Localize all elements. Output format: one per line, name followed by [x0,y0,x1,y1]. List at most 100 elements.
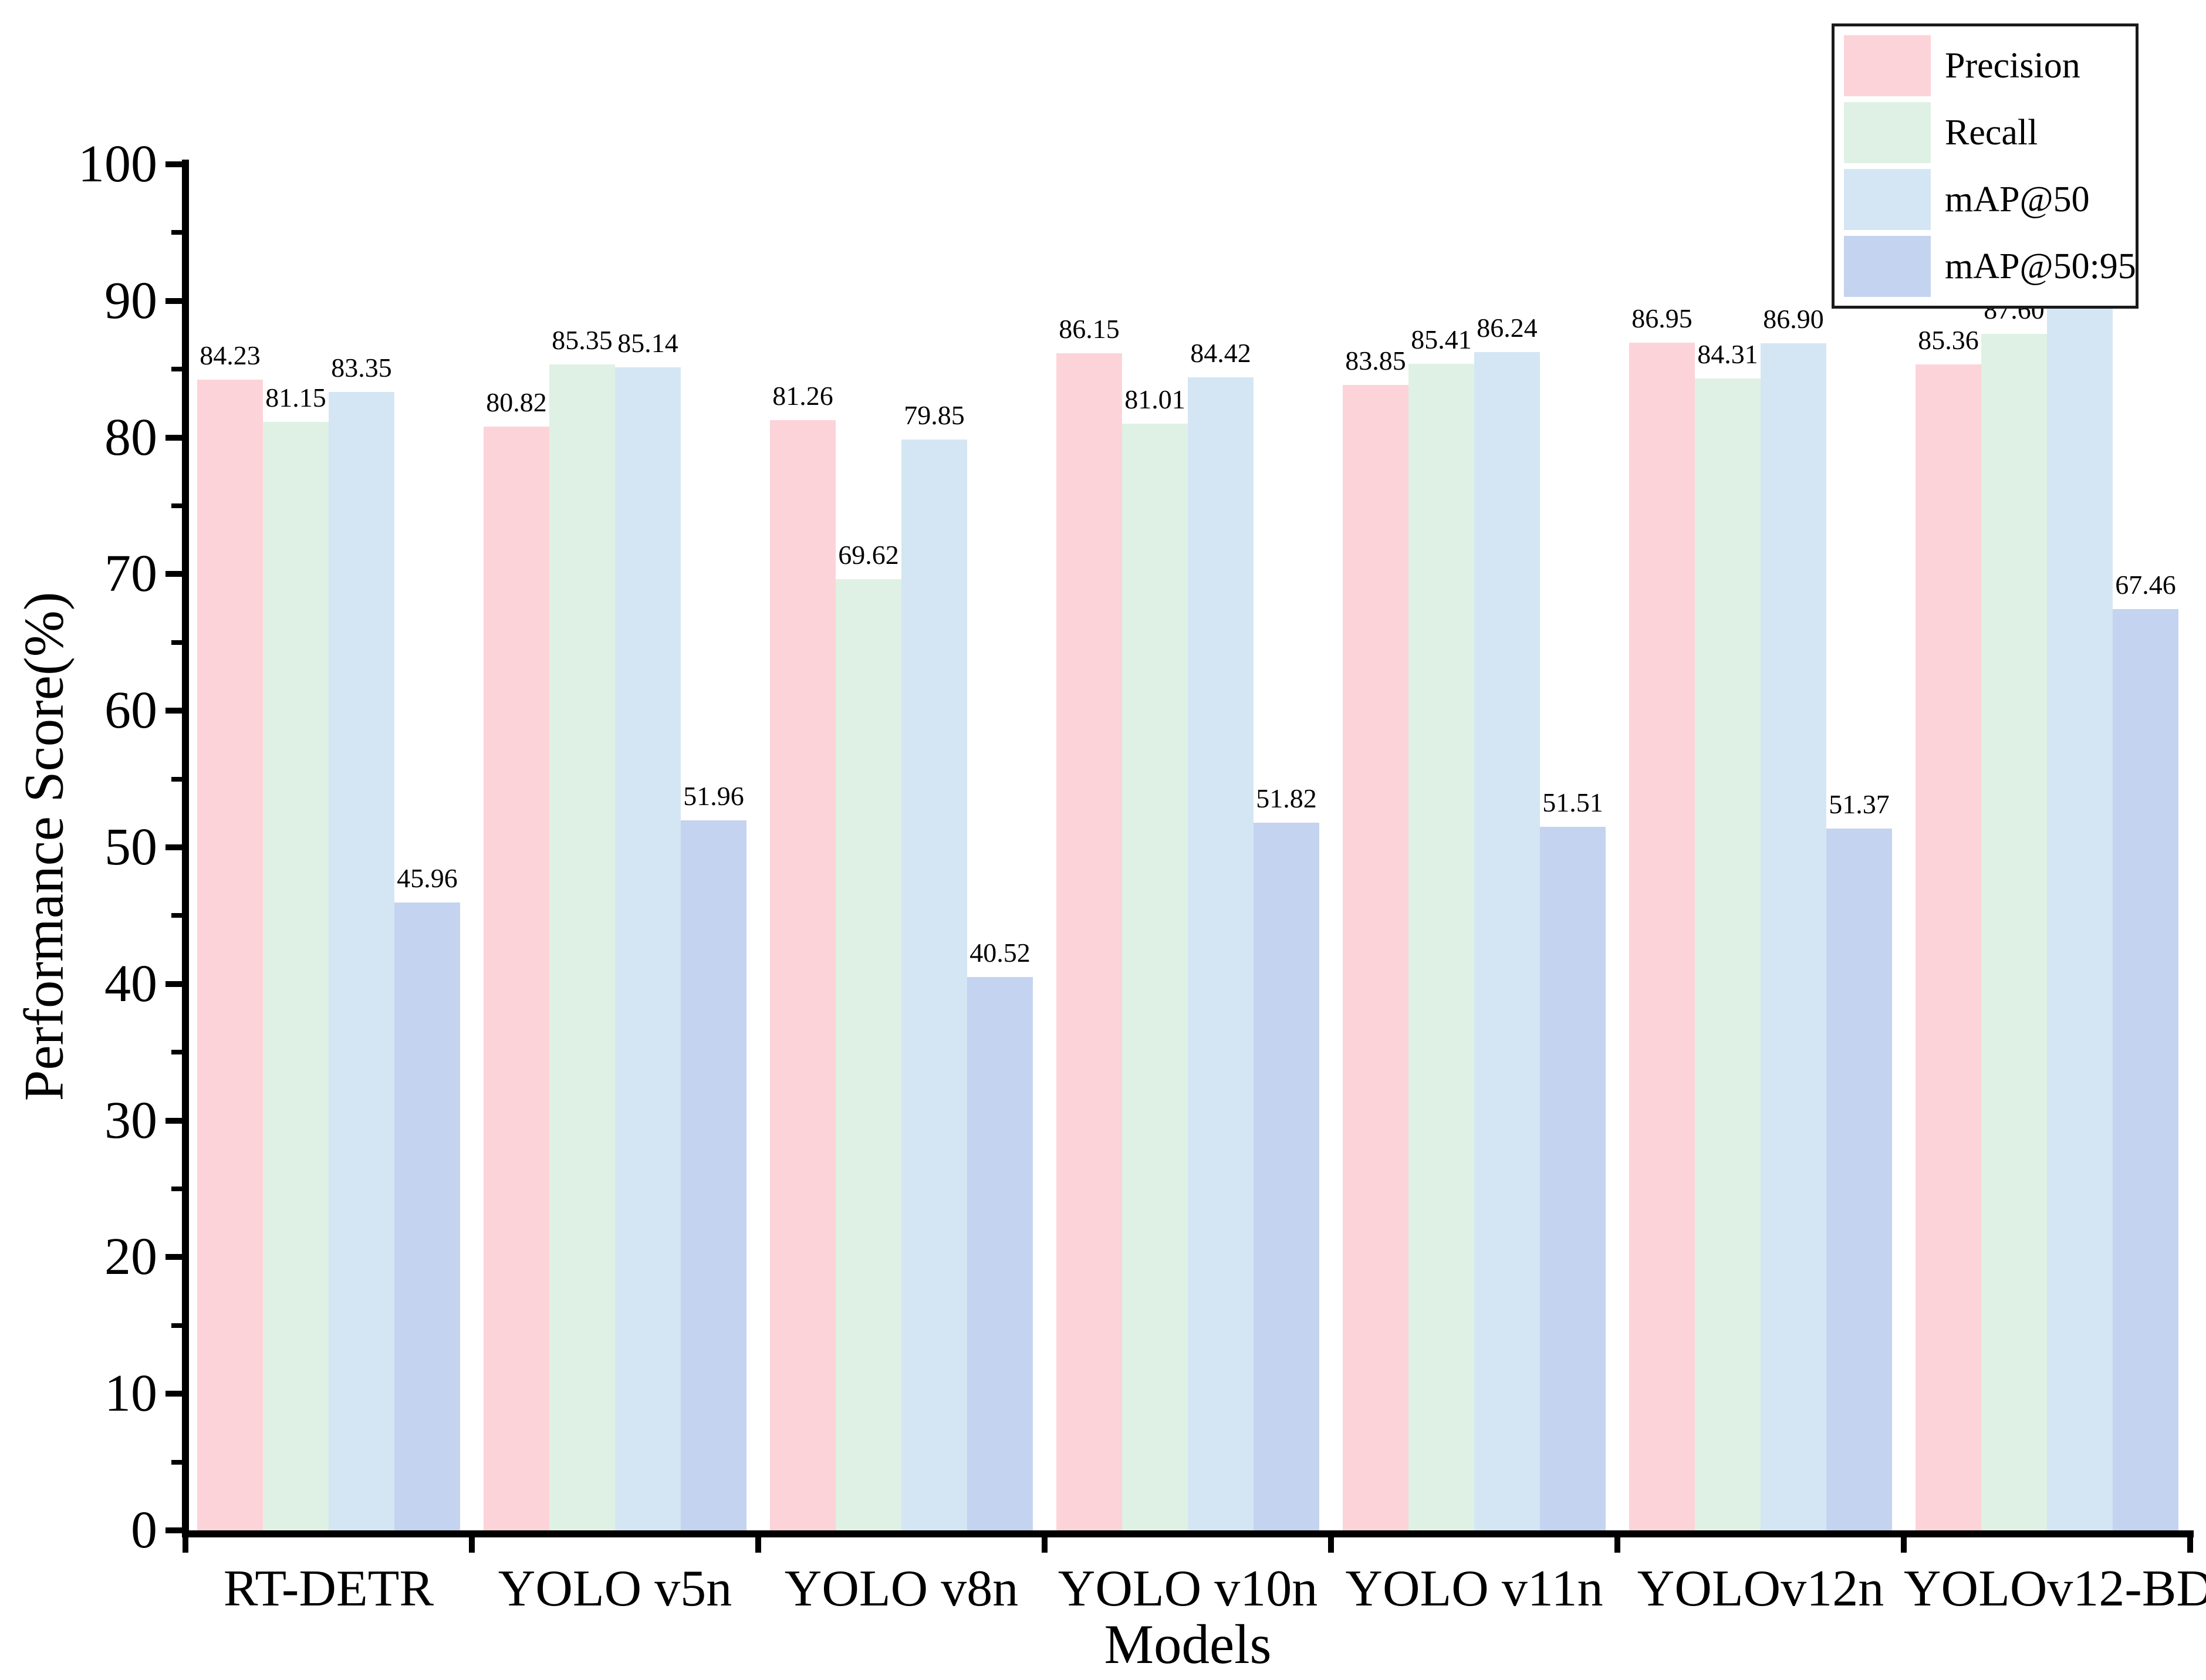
bar-precision [1056,353,1122,1530]
y-tick-label: 20 [104,1228,157,1286]
bar-value-label: 86.90 [1763,303,1824,334]
bar-value-label: 45.96 [397,863,458,894]
bar-precision [197,380,263,1530]
y-tick-label: 50 [104,818,157,876]
bar-map-50-95 [1540,826,1606,1530]
bar-precision [770,420,836,1530]
bar-value-label: 85.14 [617,327,678,358]
y-minor-tick [171,230,182,235]
bar-value-label: 84.23 [200,340,261,371]
legend-label: Precision [1945,46,2080,86]
x-axis-title: Models [1104,1613,1272,1675]
bar-recall [836,579,901,1530]
bar-map-50-95 [2113,609,2178,1530]
bar-precision [1629,342,1695,1530]
x-category-label: YOLOv12-BDA [1904,1560,2206,1617]
bar-value-label: 81.15 [265,382,326,413]
y-minor-tick [171,1323,182,1328]
y-major-tick [165,298,182,304]
x-category-label: YOLO v5n [498,1560,732,1617]
x-axis-spine [182,1530,2194,1537]
bar-value-label: 86.15 [1059,314,1120,344]
bar-recall [1981,333,2047,1530]
x-category-label: YOLOv12n [1637,1560,1884,1617]
bar-value-label: 83.35 [331,352,392,383]
x-tick [2187,1537,2193,1553]
x-category-label: YOLO v8n [784,1560,1019,1617]
bar-value-label: 85.36 [1918,324,1979,355]
y-major-tick [165,1391,182,1397]
legend-swatch-icon [1844,169,1931,230]
y-major-tick [165,844,182,850]
y-minor-tick [171,1187,182,1191]
bar-map-50-95 [394,902,460,1530]
bar-recall [1695,378,1761,1530]
bar-map-50-95 [1254,822,1319,1530]
bar-map-50-95 [967,976,1033,1530]
y-major-tick [165,1254,182,1260]
y-minor-tick [171,1050,182,1055]
x-tick [755,1537,761,1553]
y-minor-tick [171,503,182,508]
bar-value-label: 84.31 [1697,339,1758,370]
bar-value-label: 79.85 [904,400,965,431]
x-category-label: YOLO v11n [1345,1560,1603,1617]
y-minor-tick [171,776,182,782]
y-major-tick [165,1117,182,1124]
bar-map-50 [329,391,394,1530]
y-minor-tick [171,1459,182,1465]
x-category-label: RT-DETR [223,1560,434,1617]
y-major-tick [165,434,182,441]
legend-swatch-icon [1844,35,1931,96]
y-tick-label: 30 [104,1091,157,1150]
x-tick [1328,1537,1334,1553]
bar-value-label: 86.24 [1477,313,1538,343]
legend-item: mAP@50:95 [1844,235,2136,298]
bar-map-50 [615,367,681,1530]
bar-value-label: 51.96 [683,781,744,812]
bar-precision [1916,364,1981,1530]
x-tick [1042,1537,1048,1553]
y-axis-spine [182,160,189,1537]
bar-recall [1122,424,1188,1530]
bar-recall [549,364,615,1530]
y-tick-label: 40 [104,954,157,1013]
legend-item: Recall [1844,102,2126,164]
bar-map-50-95 [681,820,746,1530]
bar-value-label: 81.01 [1124,384,1185,415]
y-tick-label: 100 [78,135,157,193]
bar-value-label: 80.82 [486,387,547,417]
y-tick-label: 0 [131,1501,157,1559]
bar-value-label: 85.41 [1411,324,1472,354]
y-major-tick [165,571,182,577]
legend-item: Precision [1844,35,2126,97]
legend-swatch-icon [1844,102,1931,163]
bar-value-label: 84.42 [1190,337,1251,368]
bar-map-50 [2047,279,2113,1530]
bar-recall [263,421,329,1530]
bar-value-label: 81.26 [772,381,833,411]
y-major-tick [165,1527,182,1533]
y-minor-tick [171,913,182,918]
bar-precision [484,426,549,1530]
bar-value-label: 86.95 [1631,303,1692,333]
y-tick-label: 70 [104,545,157,603]
bar-value-label: 69.62 [838,540,899,570]
y-major-tick [165,708,182,714]
bar-value-label: 51.37 [1829,789,1890,820]
legend-label: Recall [1945,113,2038,153]
y-axis-title: Performance Score(%) [12,591,75,1101]
legend: Precision Recall mAP@50 mAP@50:95 [1832,23,2139,309]
bar-recall [1408,363,1474,1530]
y-minor-tick [171,640,182,645]
x-tick [183,1537,188,1553]
legend-item: mAP@50 [1844,168,2126,231]
x-tick [1614,1537,1620,1553]
bar-value-label: 85.35 [552,325,613,356]
x-category-label: YOLO v10n [1058,1560,1318,1617]
y-tick-label: 60 [104,681,157,740]
bar-value-label: 83.85 [1345,345,1406,376]
y-minor-tick [171,367,182,372]
